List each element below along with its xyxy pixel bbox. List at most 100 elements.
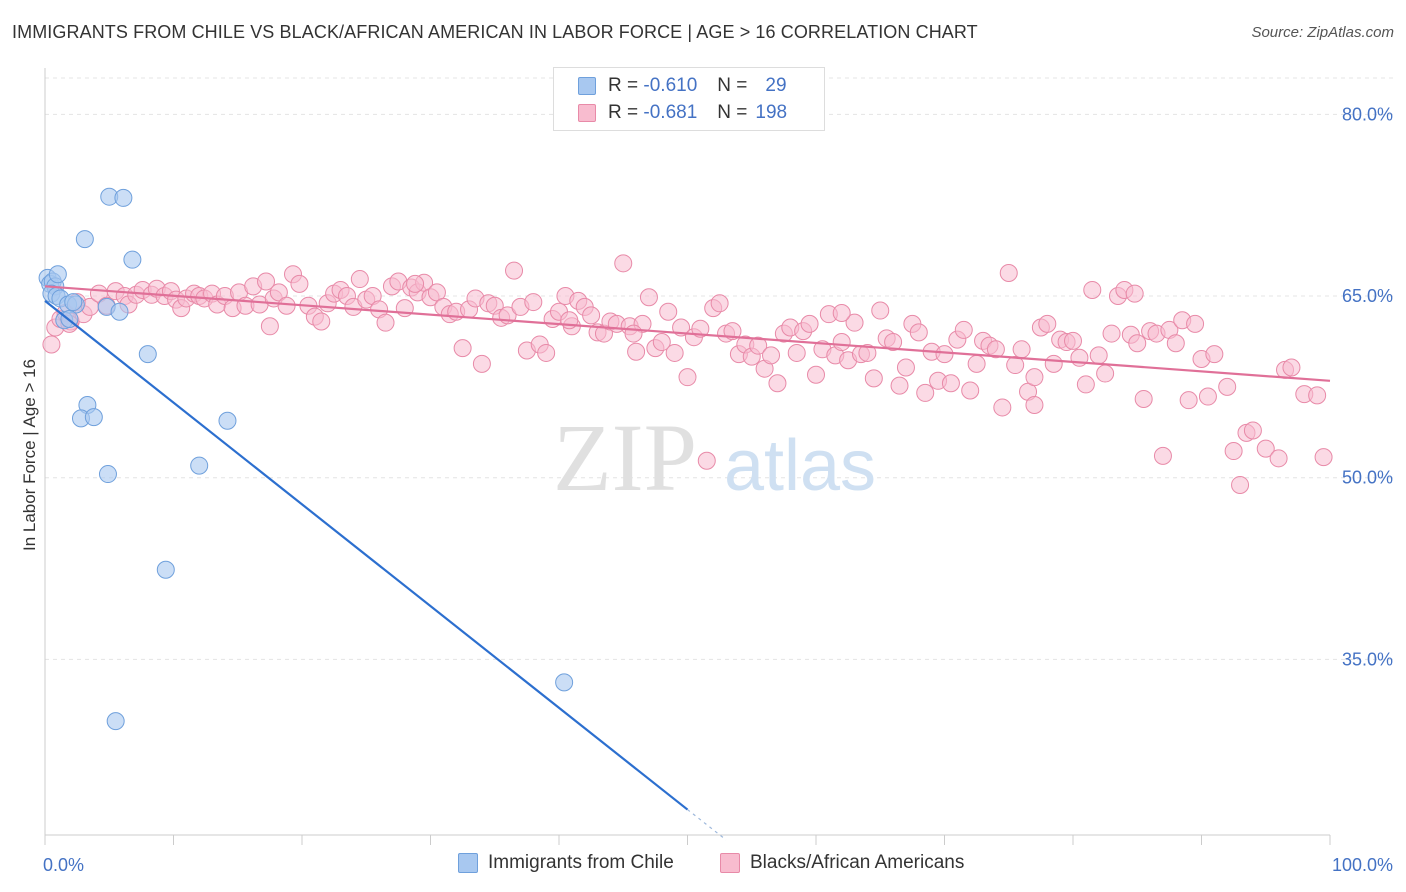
stats-n-value: 29 <box>765 75 787 96</box>
data-point <box>986 340 1005 359</box>
data-point <box>1012 340 1031 359</box>
legend-item-chile: Immigrants from Chile <box>458 852 674 874</box>
data-point <box>652 333 671 352</box>
data-point <box>941 374 960 393</box>
data-point <box>723 322 742 341</box>
data-point <box>1025 368 1044 387</box>
data-point <box>260 317 279 336</box>
stats-swatch-chile <box>578 77 596 95</box>
data-point <box>505 261 524 280</box>
data-point <box>697 451 716 470</box>
data-point <box>1205 345 1224 364</box>
data-point <box>993 398 1012 417</box>
data-point <box>845 313 864 332</box>
y-tick-label: 50.0% <box>1342 468 1393 488</box>
data-point <box>1314 448 1333 467</box>
data-point <box>1198 387 1217 406</box>
data-point <box>1083 280 1102 299</box>
data-point <box>98 465 117 484</box>
zipatlas-watermark: ZIP atlas <box>553 404 876 511</box>
data-point <box>312 312 331 331</box>
data-point <box>1269 449 1288 468</box>
data-point <box>890 376 909 395</box>
trend-line-extension <box>687 809 727 841</box>
data-point <box>909 323 928 342</box>
data-point <box>1125 284 1144 303</box>
data-point <box>678 368 697 387</box>
x-tick-label: 0.0% <box>43 855 84 875</box>
legend-item-black: Blacks/African Americans <box>720 852 964 874</box>
data-point <box>1128 334 1147 353</box>
stats-n-label: N = <box>717 75 748 96</box>
data-point <box>1038 314 1057 333</box>
stats-r-value: -0.681 <box>643 102 698 123</box>
data-point <box>762 346 781 365</box>
data-point <box>935 345 954 364</box>
data-point <box>1308 386 1327 405</box>
data-point <box>48 265 67 284</box>
data-point <box>787 343 806 362</box>
legend-label-black: Blacks/African Americans <box>750 852 965 873</box>
legend-swatch-black <box>720 853 740 873</box>
data-point <box>472 354 491 373</box>
data-point <box>350 270 369 289</box>
data-point <box>1025 396 1044 415</box>
axes <box>44 68 1331 845</box>
data-point <box>1102 324 1121 343</box>
x-tick-label: 100.0% <box>1332 855 1393 875</box>
data-point <box>75 230 94 249</box>
watermark-zip: ZIP <box>553 404 697 511</box>
data-point <box>1282 358 1301 377</box>
data-point <box>1089 346 1108 365</box>
data-point <box>42 335 61 354</box>
data-point <box>967 354 986 373</box>
data-point <box>1134 389 1153 408</box>
data-point <box>864 369 883 388</box>
data-point <box>156 560 175 579</box>
data-point <box>832 333 851 352</box>
stats-row-chile: R = -0.610 N = 29 <box>578 74 787 98</box>
data-point <box>800 314 819 333</box>
trend-line-immigrants-from-chile <box>44 299 689 811</box>
data-point <box>290 274 309 293</box>
data-point <box>524 293 543 312</box>
data-point <box>832 303 851 322</box>
data-point <box>1076 375 1095 394</box>
data-point <box>807 365 825 384</box>
data-point <box>269 283 288 302</box>
trend-line-blacks-african-americans <box>44 285 1331 382</box>
y-tick-label: 65.0% <box>1342 286 1393 306</box>
data-point <box>1243 421 1262 440</box>
legend-label-chile: Immigrants from Chile <box>488 852 674 873</box>
data-point <box>896 358 915 377</box>
data-point <box>1064 331 1082 350</box>
data-point <box>1166 334 1185 353</box>
stats-r-label: R = <box>608 102 639 123</box>
data-point <box>406 274 425 293</box>
data-point <box>1096 364 1115 383</box>
data-point <box>582 306 601 325</box>
stats-swatch-black <box>578 104 596 122</box>
stats-n-value: 198 <box>755 102 788 123</box>
data-point <box>639 288 658 307</box>
data-point <box>916 383 935 402</box>
data-point <box>1231 475 1250 494</box>
stats-r-label: R = <box>608 75 639 96</box>
series-blacks-african-americans <box>42 254 1333 494</box>
data-point <box>1044 354 1063 373</box>
data-point <box>64 293 83 312</box>
data-point <box>453 339 472 358</box>
trend-lines <box>44 285 1331 841</box>
chart-title: IMMIGRANTS FROM CHILE VS BLACK/AFRICAN A… <box>12 22 978 42</box>
data-point <box>106 712 125 731</box>
data-point <box>376 313 395 332</box>
source-label: Source: ZipAtlas.com <box>1251 24 1394 41</box>
data-point <box>114 188 133 207</box>
data-point <box>749 336 768 355</box>
stats-row-black: R = -0.681 N = 198 <box>578 101 787 125</box>
stats-box: R = -0.610 N = 29 R = -0.681 N = 198 <box>553 67 825 131</box>
y-tick-label: 80.0% <box>1342 104 1393 124</box>
y-tick-label: 35.0% <box>1342 649 1393 669</box>
stats-r-value: -0.610 <box>643 75 698 96</box>
watermark-atlas: atlas <box>724 426 876 506</box>
